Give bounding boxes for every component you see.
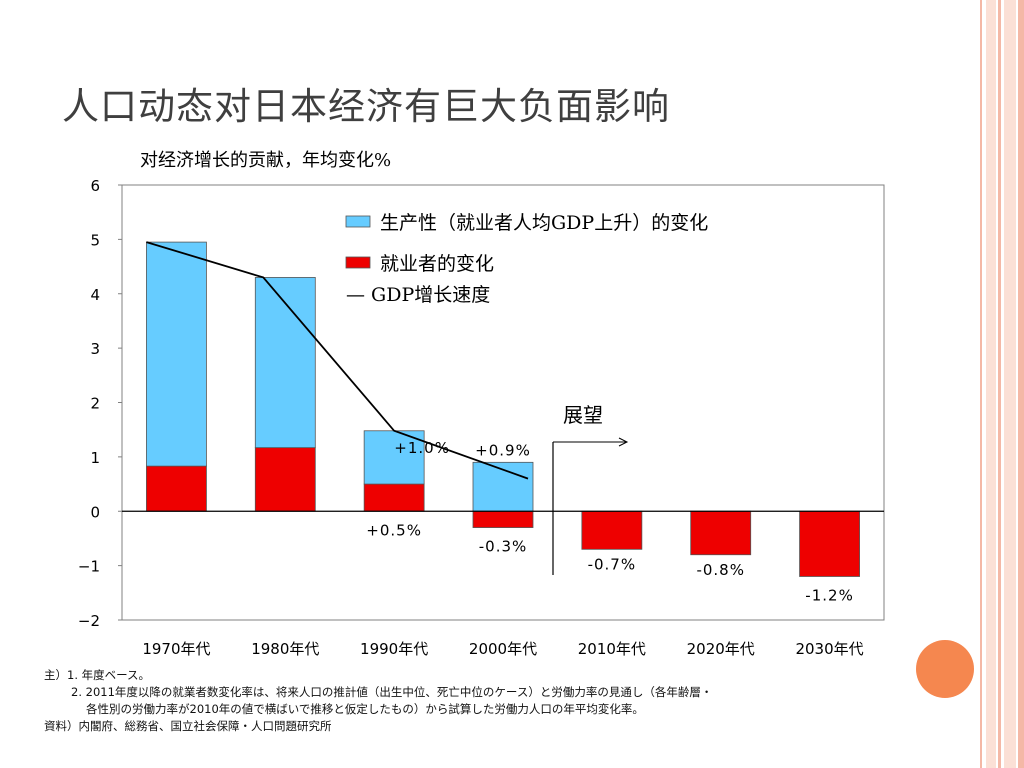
legend-label-gdp: — GDP增长速度 <box>346 284 490 306</box>
y-tick-label: −1 <box>78 558 100 576</box>
legend-swatch-employment <box>345 256 371 269</box>
x-tick-label: 1970年代 <box>142 640 210 658</box>
decorative-stripes <box>980 0 1024 768</box>
data-label: -0.7% <box>588 555 637 573</box>
y-tick-label: 0 <box>90 503 100 521</box>
x-tick-label: 2030年代 <box>795 640 863 658</box>
data-label: +0.5% <box>366 521 422 539</box>
data-label: +1.0% <box>394 439 450 457</box>
data-label: -0.8% <box>696 561 745 579</box>
stripe <box>1018 0 1024 768</box>
legend-swatch-productivity <box>345 215 371 228</box>
bar-employment-change <box>799 510 860 577</box>
y-tick-label: 2 <box>90 395 100 413</box>
stripe <box>986 0 996 768</box>
note-line: 資料）内閣府、総務省、国立社会保障・人口問題研究所 <box>44 719 332 733</box>
y-tick-label: 5 <box>90 231 100 249</box>
chart-notes: 主）1. 年度ベース。 2. 2011年度以降の就業者数変化率は、将来人口の推計… <box>44 667 904 735</box>
legend-label-productivity: 生产性（就业者人均GDP上升）的变化 <box>380 212 708 234</box>
y-tick-label: 6 <box>90 177 100 195</box>
bar-productivity-change <box>146 241 207 467</box>
note-line: 各性別の労働力率が2010年の値で横ばいで推移と仮定したもの）から試算した労働力… <box>86 702 644 716</box>
x-tick-label: 1980年代 <box>251 640 319 658</box>
forecast-label: 展望 <box>563 403 603 427</box>
bar-employment-change <box>581 510 643 550</box>
y-tick-label: 1 <box>90 449 100 467</box>
stripe <box>1004 0 1016 768</box>
stripe <box>998 0 1001 768</box>
y-tick-label: 3 <box>90 340 100 358</box>
x-tick-label: 2000年代 <box>469 640 537 658</box>
bar-productivity-change <box>254 277 316 449</box>
data-label: -0.3% <box>479 538 528 556</box>
bar-employment-change <box>690 510 752 556</box>
chart-title: 对经济增长的贡献，年均变化% <box>140 150 391 171</box>
bar-employment-change <box>472 510 534 528</box>
x-tick-label: 2010年代 <box>578 640 646 658</box>
x-tick-label: 1990年代 <box>360 640 428 658</box>
y-tick-label: 4 <box>90 286 100 304</box>
y-tick-label: −2 <box>78 612 100 630</box>
bar-employment-change <box>146 465 207 512</box>
data-label: +0.9% <box>475 441 531 459</box>
decorative-circle <box>916 640 974 698</box>
legend-label-employment: 就业者的变化 <box>380 253 494 275</box>
line-gdp-growth <box>146 241 529 480</box>
note-line: 2. 2011年度以降の就業者数変化率は、将来人口の推計値（出生中位、死亡中位の… <box>71 685 713 699</box>
forecast-arrowhead <box>618 437 629 447</box>
data-label: -1.2% <box>805 587 854 605</box>
bar-employment-change <box>254 447 316 512</box>
x-tick-label: 2020年代 <box>687 640 755 658</box>
note-line: 主）1. 年度ベース。 <box>44 668 151 682</box>
slide-title: 人口动态对日本经济有巨大负面影响 <box>62 85 670 128</box>
stripe <box>980 0 982 768</box>
bar-employment-change <box>363 483 425 512</box>
